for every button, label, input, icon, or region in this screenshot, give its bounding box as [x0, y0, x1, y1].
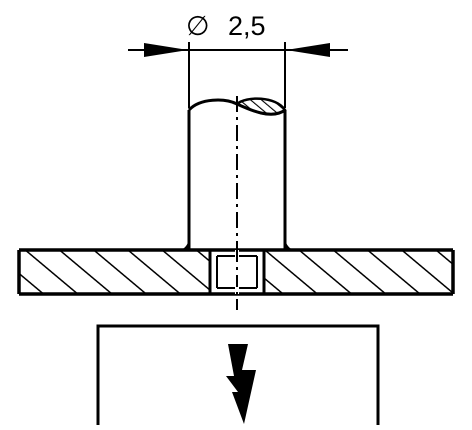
pin — [181, 96, 293, 308]
pin-fillet-left — [181, 236, 189, 250]
plate-right-hatch — [264, 250, 453, 294]
dimension-arrow-right — [286, 43, 330, 57]
lightning-bolt-icon — [226, 344, 256, 424]
pin-section-hatch — [234, 97, 287, 116]
diameter-symbol: ∅ — [186, 11, 210, 41]
dimension-arrow-left — [144, 43, 188, 57]
plate-section — [17, 248, 455, 310]
enclosure-bracket — [96, 324, 380, 425]
dimension-value: 2,5 — [228, 11, 266, 41]
dimension-annotation: ∅ 2,5 — [128, 11, 348, 108]
plate-left-hatch — [19, 250, 210, 294]
bracket-outline — [96, 324, 380, 425]
pin-fillet-right — [285, 236, 293, 250]
